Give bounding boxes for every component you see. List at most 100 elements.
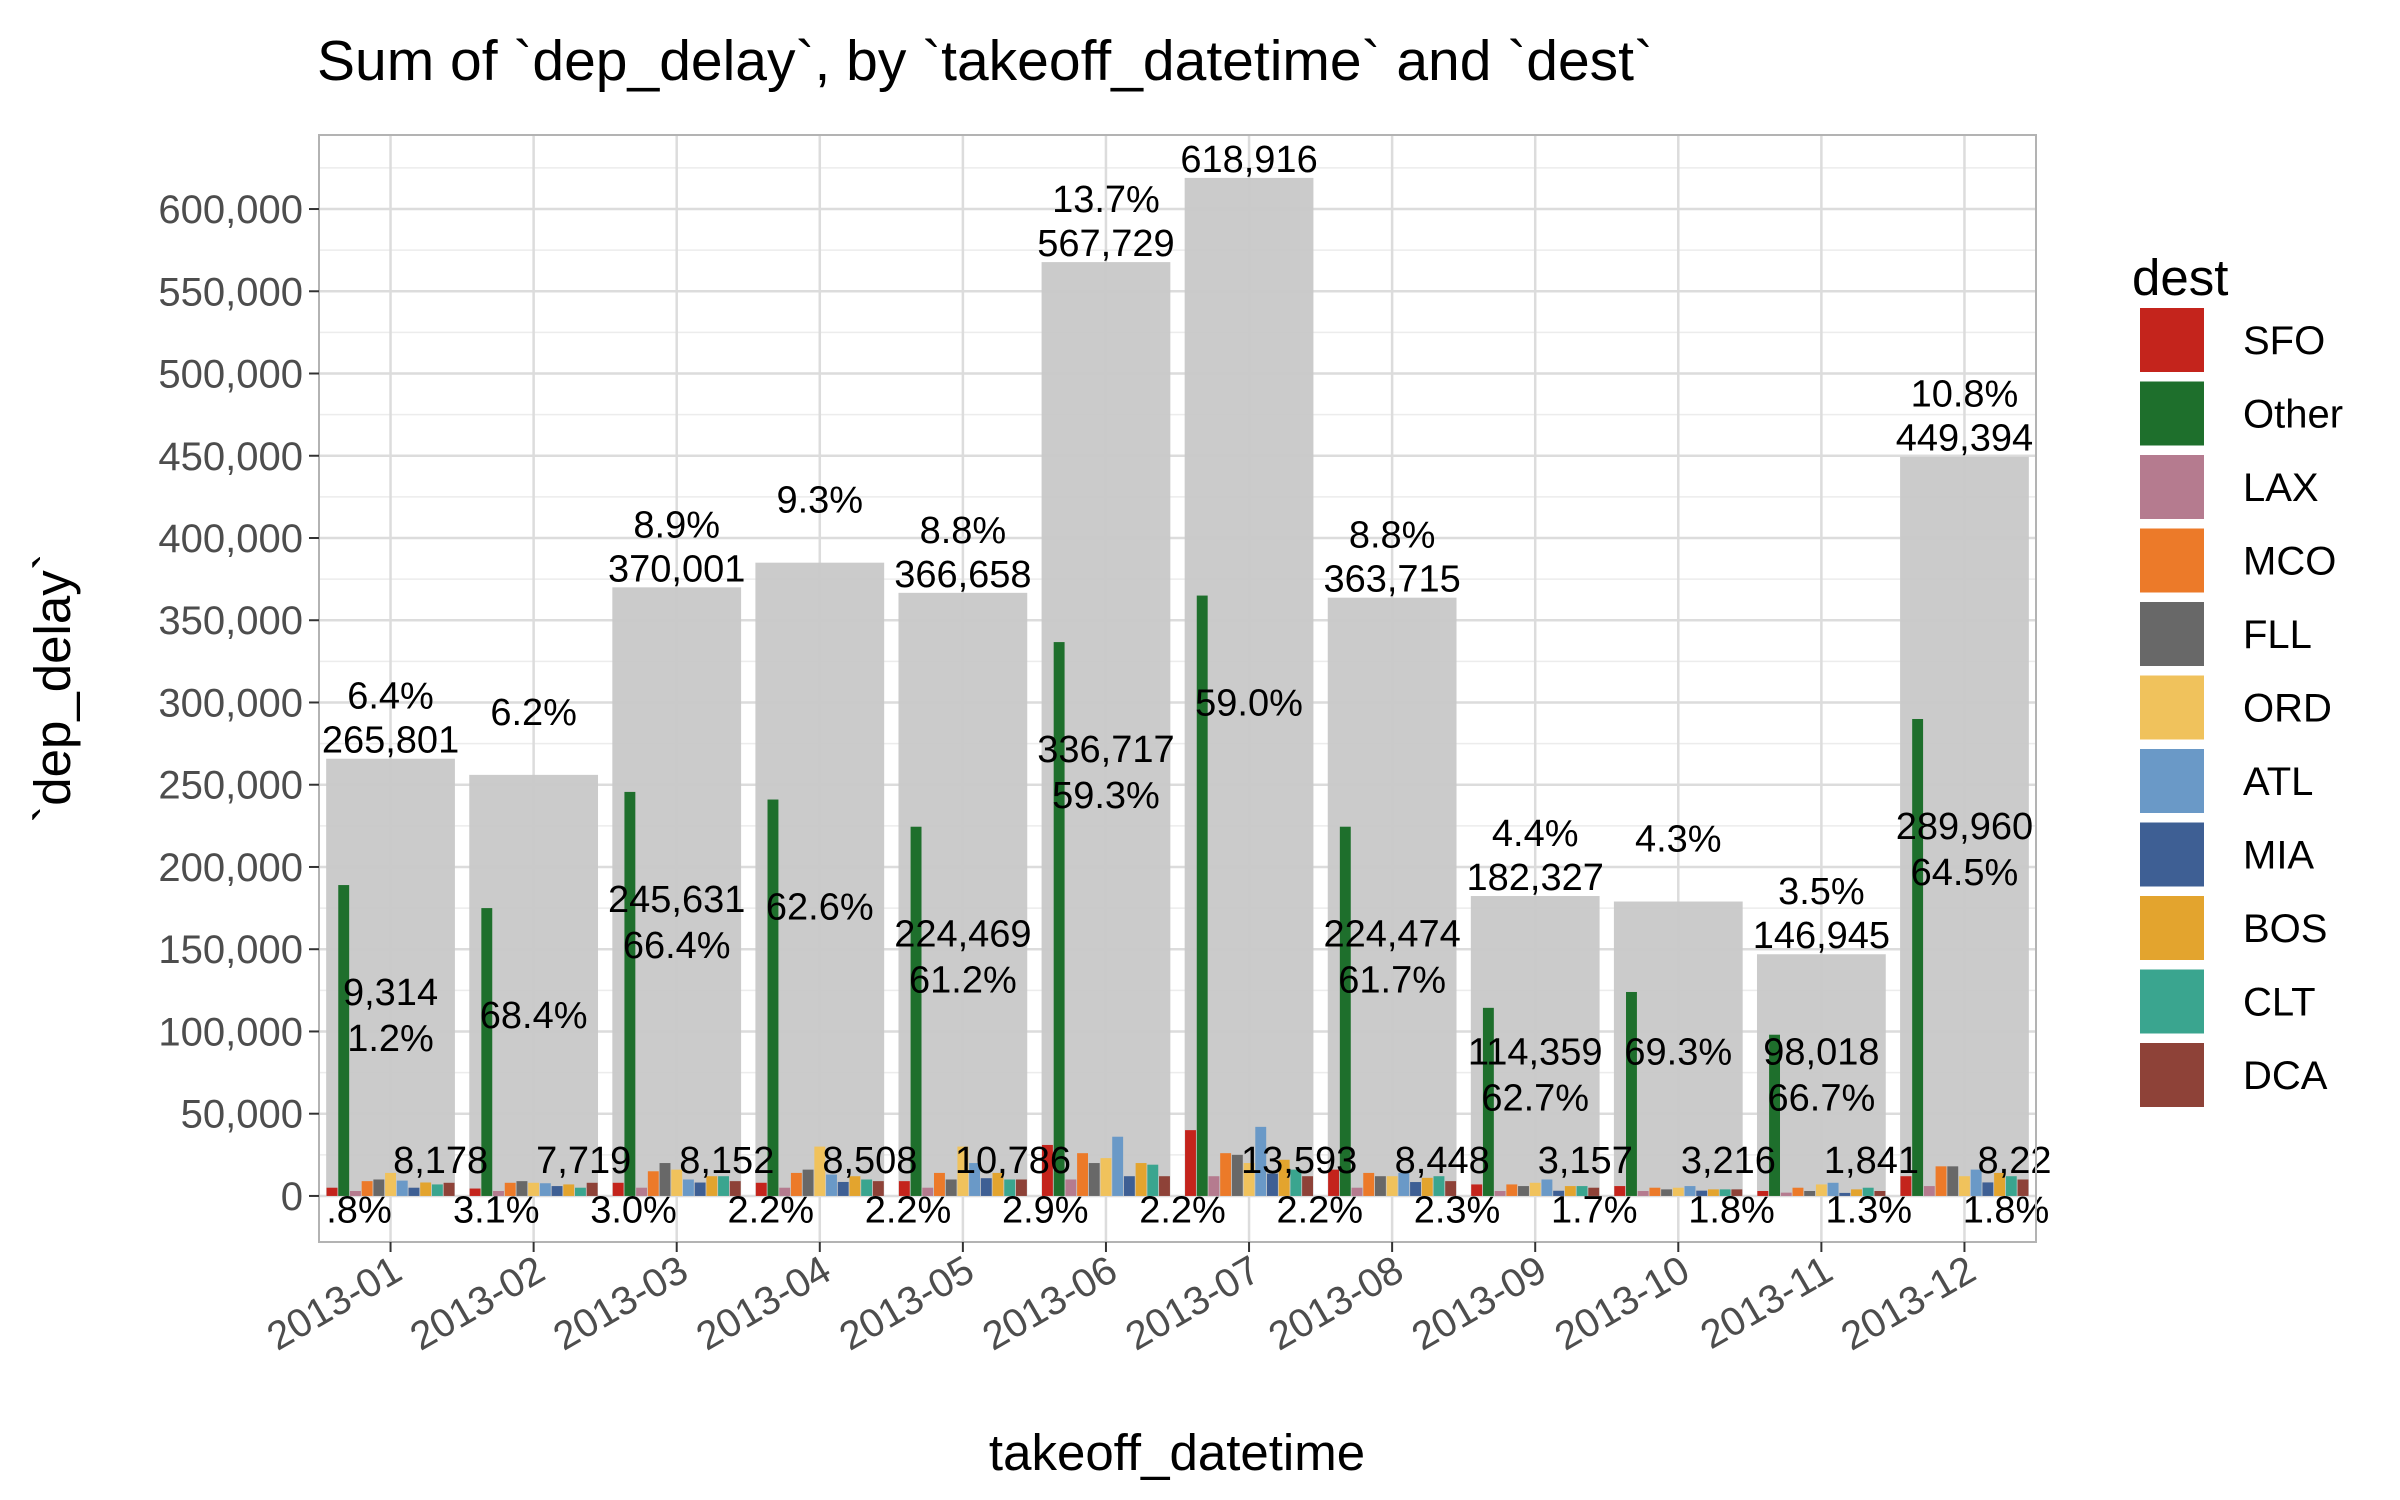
bar-atl [1541, 1179, 1553, 1196]
bar-lax [1065, 1179, 1077, 1196]
small-value-label: 8,152 [679, 1140, 774, 1182]
small-pct-label: 2.2% [727, 1189, 814, 1231]
bar-mia [980, 1178, 992, 1196]
bar-fll [516, 1181, 528, 1196]
bar-lax [1208, 1176, 1220, 1196]
small-pct-label: 2.2% [865, 1189, 952, 1231]
small-pct-label: 1.7% [1551, 1189, 1638, 1231]
total-pct-label: 10.8% [1911, 374, 2019, 416]
bar-dca [872, 1181, 884, 1196]
bar-mco [1077, 1153, 1088, 1196]
plot-panel [318, 134, 2037, 1243]
bar-mco [1506, 1184, 1518, 1196]
other-value-label: 98,018 [1763, 1031, 1879, 1073]
bar-fll [1661, 1189, 1673, 1196]
bar-other [1053, 642, 1065, 1196]
small-value-label: 1,841 [1824, 1140, 1919, 1182]
bar-mia [1839, 1192, 1851, 1196]
bar-fll [1374, 1176, 1386, 1196]
total-value-label: 182,327 [1467, 857, 1604, 899]
bar-clt [1433, 1176, 1445, 1196]
bar-bos [1421, 1177, 1433, 1196]
legend-swatch-lax [2140, 455, 2204, 519]
bar-bos [1278, 1159, 1290, 1196]
bar-clt [1862, 1187, 1874, 1196]
bar-bos [1564, 1186, 1576, 1196]
bar-lax [1351, 1187, 1363, 1196]
bar-atl [1112, 1136, 1124, 1196]
legend-swatch-sfo [2140, 308, 2204, 372]
other-value-label: 114,359 [1468, 1031, 1603, 1073]
x-tick-label: 2013-04 [689, 1248, 838, 1360]
bar-atl [1398, 1172, 1410, 1196]
bar-dca [2017, 1179, 2029, 1196]
small-value-label: 10,786 [955, 1140, 1071, 1182]
total-value-label: 146,945 [1753, 915, 1890, 957]
legend-swatch-clt [2140, 969, 2204, 1034]
legend-label-ord: ORD [2243, 687, 2332, 731]
other-value-label: 224,469 [894, 914, 1031, 956]
bar-sfo [326, 1187, 338, 1196]
small-pct-label: 2.2% [1276, 1189, 1363, 1231]
x-tick-label: 2013-02 [403, 1248, 552, 1360]
bar-clt [1004, 1179, 1016, 1196]
y-tick-label: 400,000 [158, 517, 303, 561]
bar-dca [1731, 1189, 1743, 1196]
legend-label-bos: BOS [2243, 907, 2327, 951]
small-pct-label: 1.8% [1688, 1189, 1775, 1231]
other-value-label: 224,474 [1323, 914, 1460, 956]
bar-mia [837, 1181, 849, 1196]
bar-clt [2005, 1176, 2017, 1196]
bar-fll [373, 1179, 385, 1196]
y-tick-label: 300,000 [158, 681, 303, 725]
bar-atl [682, 1179, 694, 1196]
other-pct-label: 68.4% [480, 995, 588, 1037]
bar-bos [1851, 1189, 1862, 1196]
small-value-label: 3,216 [1681, 1140, 1776, 1182]
small-value-label: 13,593 [1241, 1140, 1357, 1182]
other-pct-label: 59.0% [1195, 683, 1303, 725]
y-tick-label: 0 [281, 1175, 303, 1219]
total-value-label: 363,715 [1323, 559, 1460, 601]
bar-atl [396, 1180, 408, 1196]
bar-mia [1410, 1182, 1421, 1196]
legend-label-clt: CLT [2243, 981, 2316, 1025]
bar-other [481, 908, 493, 1196]
bar-other [767, 799, 779, 1196]
total-pct-label: 3.5% [1778, 871, 1865, 913]
bar-dca [1302, 1176, 1314, 1196]
bar-ord [1672, 1187, 1684, 1196]
total-pct-label: 8.8% [920, 510, 1007, 552]
y-tick-label: 500,000 [158, 353, 303, 397]
bar-lax [1780, 1192, 1792, 1196]
bar-bos [992, 1172, 1004, 1196]
y-tick-label: 450,000 [158, 435, 303, 479]
bar-bos [1135, 1163, 1147, 1196]
total-pct-label: 6.2% [490, 692, 577, 734]
bar-other [1626, 991, 1637, 1196]
other-pct-label: 61.2% [909, 960, 1017, 1002]
other-value-label: 289,960 [1896, 806, 2033, 848]
bar-mco [1363, 1172, 1375, 1196]
bar-other [1196, 595, 1208, 1196]
x-tick-label: 2013-03 [546, 1248, 695, 1360]
bar-dca [1874, 1191, 1886, 1196]
bar-mia [1267, 1173, 1278, 1196]
bar-sfo [1900, 1176, 1912, 1196]
y-tick-label: 100,000 [158, 1010, 303, 1054]
bar-dca [1159, 1176, 1170, 1196]
bar-other [1769, 1034, 1781, 1196]
grid-minor [319, 167, 2036, 1156]
total-value-label: 370,001 [608, 548, 745, 590]
x-tick-label: 2013-08 [1261, 1248, 1410, 1360]
bar-mia [408, 1187, 420, 1196]
other-value-label: 245,631 [608, 879, 745, 921]
y-tick-label: 50,000 [181, 1093, 303, 1137]
other-pct-label: 66.4% [623, 925, 731, 967]
bar-atl [1255, 1126, 1267, 1196]
bar-ord [671, 1169, 683, 1196]
bar-bos [420, 1182, 432, 1196]
bar-clt [1719, 1189, 1731, 1196]
total-pct-label: 9.3% [776, 480, 863, 522]
